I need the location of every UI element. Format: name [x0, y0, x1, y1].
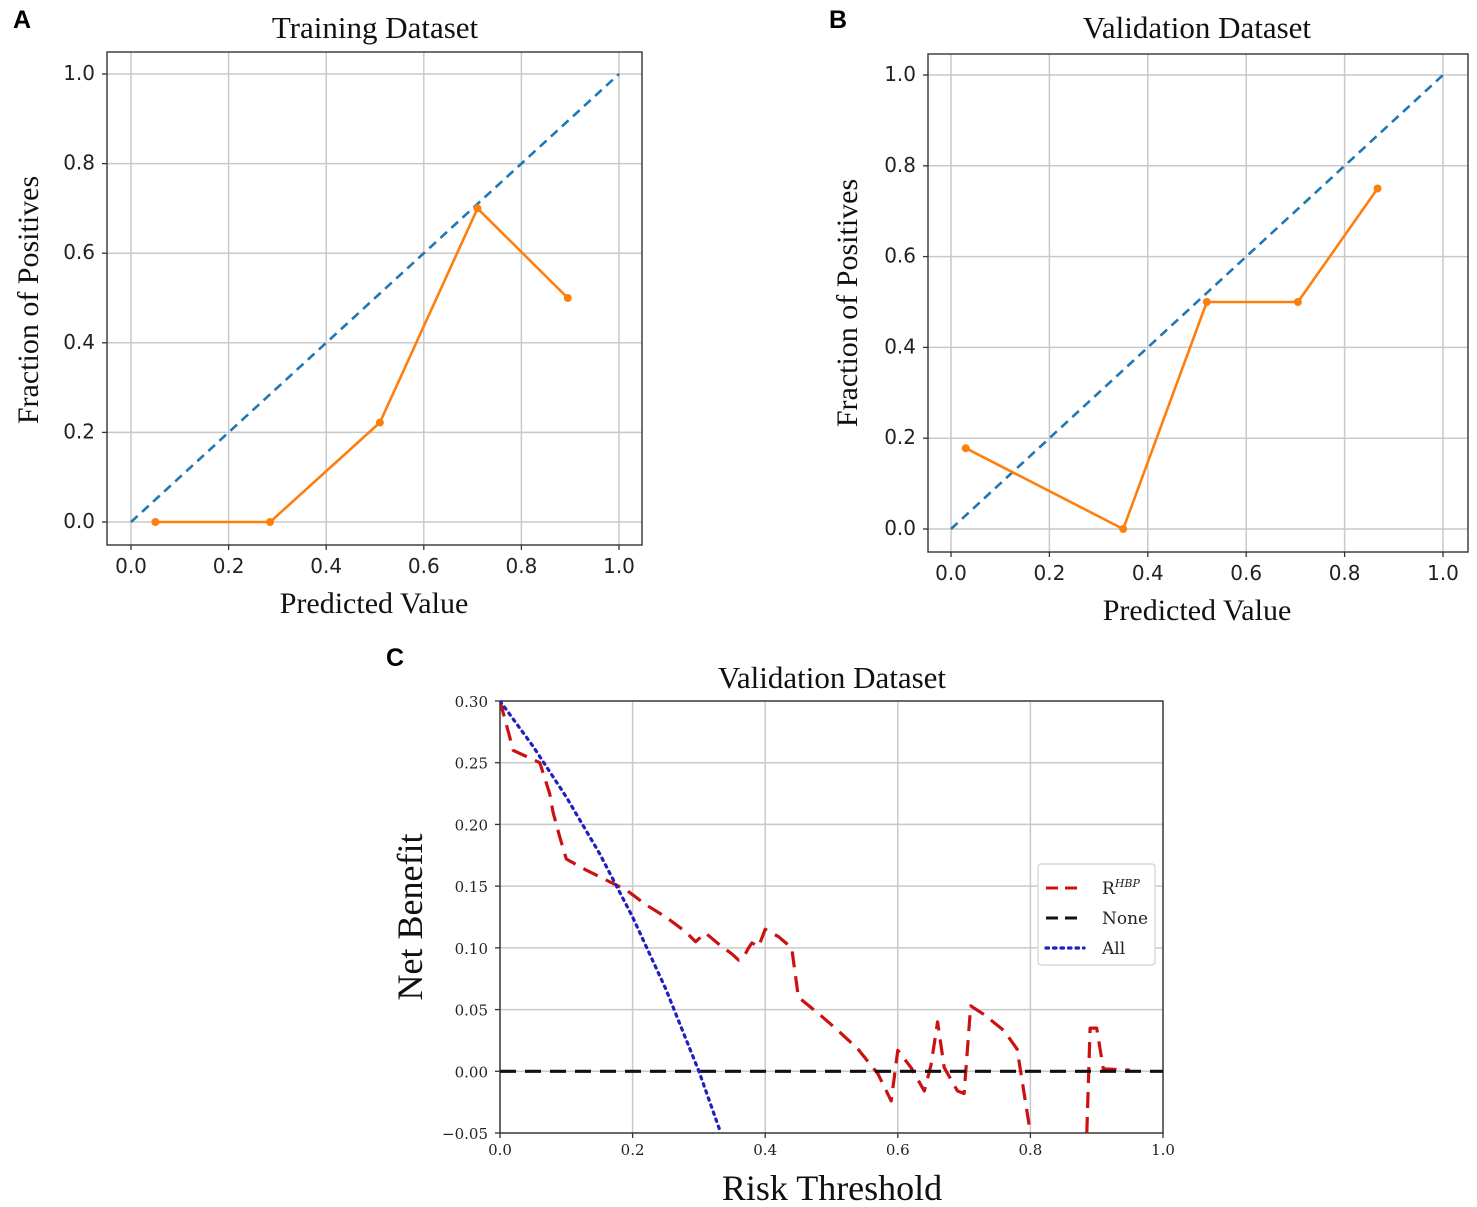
- panel-letter: B: [829, 6, 847, 34]
- legend-label: RHBP: [1102, 877, 1140, 899]
- legend-label: All: [1101, 939, 1125, 959]
- y-tick-label: 0.00: [455, 1063, 488, 1081]
- data-point: [375, 418, 384, 427]
- x-tick-label: 1.0: [1151, 1141, 1175, 1159]
- series-line-all: [500, 701, 723, 1133]
- series-line-perfectly-calibrated: [950, 74, 1444, 530]
- chart-title: Training Dataset: [272, 10, 479, 45]
- x-tick-label: 0.4: [310, 554, 342, 578]
- y-axis-label: Fraction of Positives: [12, 176, 45, 424]
- plot-frame: [927, 53, 1469, 553]
- y-tick-label: 0.6: [63, 240, 95, 264]
- x-tick-label: 0.8: [1018, 1141, 1042, 1159]
- legend-superscript: HBP: [1114, 877, 1141, 890]
- y-tick-label: 0.30: [455, 693, 488, 711]
- x-axis-label: Risk Threshold: [722, 1168, 942, 1207]
- legend-label: None: [1102, 909, 1148, 929]
- x-tick-label: 0.6: [1230, 561, 1262, 585]
- x-tick-label: 0.0: [488, 1141, 512, 1159]
- y-tick-label: 0.2: [884, 425, 916, 449]
- data-point: [1119, 525, 1128, 533]
- plot-frame: [499, 700, 1164, 1134]
- series-group: [500, 701, 1163, 1133]
- y-tick-label: 0.8: [884, 153, 916, 177]
- x-tick-label: 0.8: [1329, 561, 1361, 585]
- x-tick-label: 0.0: [115, 554, 147, 578]
- y-tick-label: 0.20: [455, 816, 488, 834]
- y-tick-label: 0.0: [63, 509, 95, 533]
- data-point: [1373, 184, 1382, 193]
- x-tick-label: 1.0: [1427, 561, 1459, 585]
- y-tick-label: 0.05: [455, 1002, 488, 1020]
- y-axis-label: Net Benefit: [390, 834, 430, 1001]
- x-tick-label: 0.2: [213, 554, 245, 578]
- series-line-model: [965, 187, 1379, 531]
- series-line-perfectly-calibrated: [130, 73, 620, 523]
- panel-b: 0.0 0.2 0.4 0.6 0.8 1.0 0.0 0.2 0.4 0.6 0.8 1.0 B Val…: [829, 6, 1469, 627]
- panel-a: 0.0 0.2 0.4 0.6 0.8 1.0 0.0 0.2 0.4 0.6 0.8 1.0 A Tra…: [12, 6, 643, 620]
- x-tick-label: 0.0: [935, 561, 967, 585]
- data-point: [563, 294, 572, 302]
- legend: RHBP None All: [1037, 863, 1156, 966]
- y-tick-label: 0.4: [63, 330, 95, 354]
- panel-c: 0.0 0.2 0.4 0.6 0.8 1.0 −0.05 0.00 0.05 0.10 0.15 0…: [386, 644, 1175, 1207]
- series-group: [130, 73, 620, 526]
- series-line-rhbp: [500, 701, 1033, 1133]
- data-point: [151, 518, 160, 526]
- gridlines: [107, 52, 642, 545]
- y-tick-label: 0.15: [455, 878, 488, 896]
- y-tick-label: 0.2: [63, 419, 95, 443]
- panel-letter: A: [13, 6, 31, 34]
- chart-title: Validation Dataset: [718, 660, 947, 695]
- y-tick-label: 0.4: [884, 334, 916, 358]
- x-tick-label: 0.6: [886, 1141, 910, 1159]
- gridlines: [928, 54, 1468, 552]
- data-point: [961, 444, 970, 453]
- x-tick-label: 0.2: [1033, 561, 1065, 585]
- x-axis-label: Predicted Value: [280, 587, 469, 620]
- panel-letter: C: [386, 644, 404, 672]
- y-tick-label: 0.0: [884, 516, 916, 540]
- plot-frame: [106, 51, 643, 546]
- y-tick-label: −0.05: [442, 1125, 488, 1143]
- y-tick-label: 1.0: [884, 62, 916, 86]
- series-group: [950, 74, 1444, 533]
- series-line-rhbp: [1085, 1026, 1130, 1133]
- data-point: [266, 518, 275, 526]
- x-tick-label: 0.2: [621, 1141, 645, 1159]
- series-line-model: [155, 207, 569, 524]
- y-axis-label: Fraction of Positives: [831, 179, 864, 427]
- x-tick-label: 0.6: [408, 554, 440, 578]
- data-point: [1202, 298, 1211, 306]
- y-tick-label: 0.6: [884, 244, 916, 268]
- data-point: [1293, 298, 1302, 306]
- y-tick-label: 0.25: [455, 755, 488, 773]
- x-tick-label: 0.4: [1132, 561, 1164, 585]
- y-tick-label: 1.0: [63, 61, 95, 85]
- x-axis-label: Predicted Value: [1103, 594, 1292, 627]
- chart-title: Validation Dataset: [1083, 10, 1312, 45]
- x-tick-label: 0.4: [753, 1141, 777, 1159]
- y-tick-label: 0.8: [63, 151, 95, 175]
- x-tick-label: 0.8: [505, 554, 537, 578]
- data-point: [473, 204, 482, 213]
- x-tick-label: 1.0: [603, 554, 635, 578]
- y-tick-label: 0.10: [455, 940, 488, 958]
